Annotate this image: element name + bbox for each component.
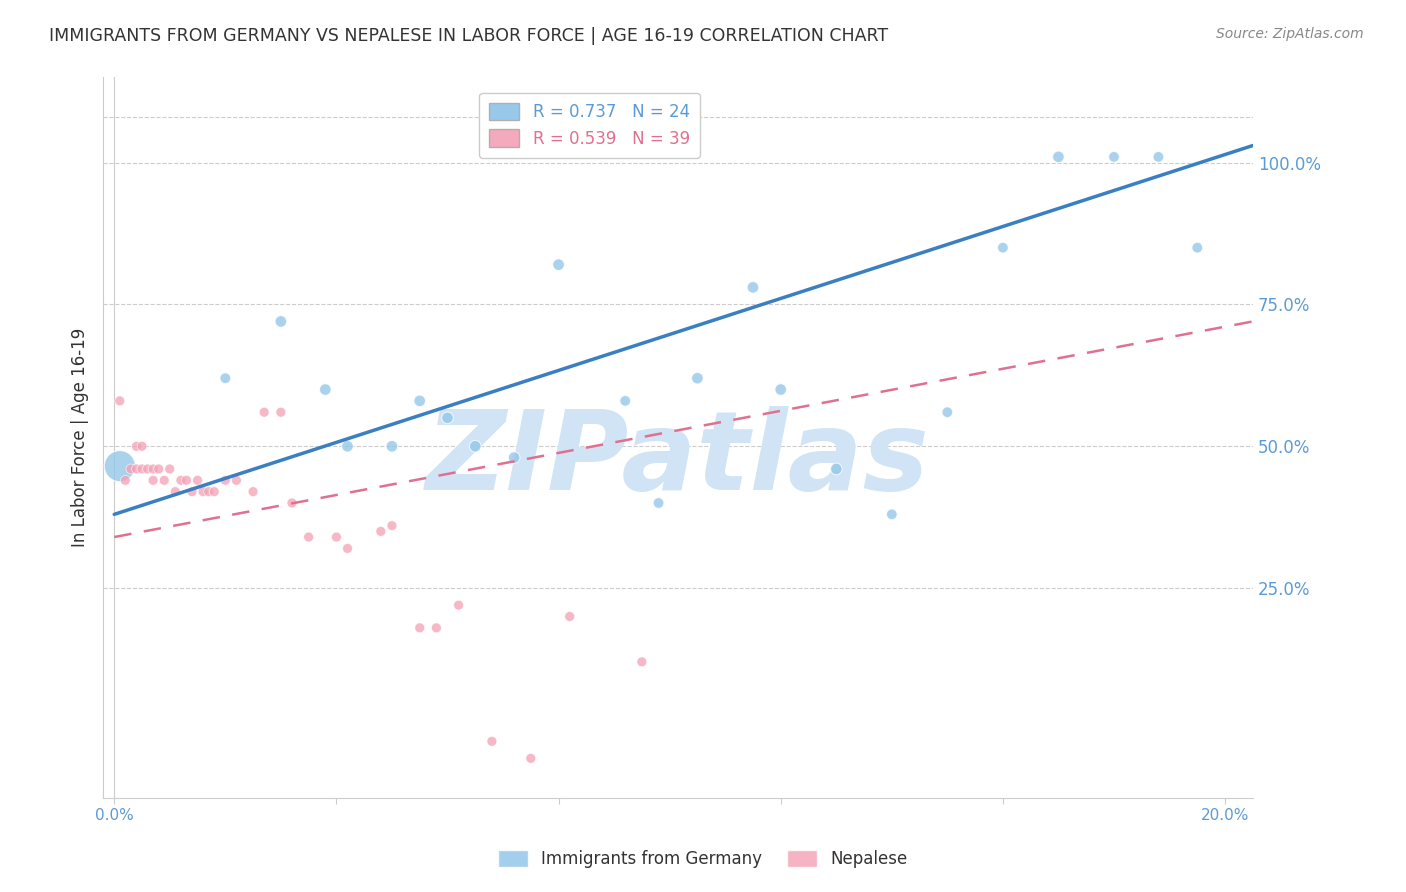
Point bbox=[108, 459, 131, 474]
Point bbox=[409, 621, 432, 635]
Point bbox=[197, 484, 219, 499]
Point bbox=[170, 473, 193, 487]
Point bbox=[120, 462, 142, 476]
Point bbox=[142, 473, 165, 487]
Point bbox=[880, 508, 903, 522]
Point bbox=[936, 405, 959, 419]
Point bbox=[153, 473, 176, 487]
Point bbox=[825, 462, 848, 476]
Point bbox=[520, 751, 543, 765]
Point bbox=[131, 439, 153, 453]
Point bbox=[370, 524, 392, 539]
Point bbox=[253, 405, 276, 419]
Point bbox=[336, 541, 359, 556]
Point bbox=[991, 241, 1014, 255]
Point bbox=[381, 518, 404, 533]
Point bbox=[131, 462, 153, 476]
Point bbox=[742, 280, 765, 294]
Point bbox=[108, 393, 131, 408]
Point bbox=[558, 609, 581, 624]
Point bbox=[464, 439, 486, 453]
Point bbox=[1047, 150, 1070, 164]
Point bbox=[270, 314, 292, 328]
Point bbox=[176, 473, 198, 487]
Point bbox=[136, 462, 159, 476]
Point bbox=[125, 462, 148, 476]
Point bbox=[1102, 150, 1125, 164]
Point bbox=[165, 484, 187, 499]
Point bbox=[425, 621, 447, 635]
Point bbox=[481, 734, 503, 748]
Point bbox=[436, 410, 458, 425]
Point bbox=[242, 484, 264, 499]
Point bbox=[447, 598, 470, 612]
Point bbox=[270, 405, 292, 419]
Point bbox=[181, 484, 204, 499]
Point bbox=[409, 393, 432, 408]
Point bbox=[187, 473, 209, 487]
Point bbox=[225, 473, 247, 487]
Point bbox=[769, 383, 792, 397]
Point bbox=[647, 496, 669, 510]
Point bbox=[214, 473, 236, 487]
Point bbox=[148, 462, 170, 476]
Point bbox=[503, 450, 526, 465]
Point bbox=[1187, 241, 1209, 255]
Point bbox=[202, 484, 225, 499]
Text: Source: ZipAtlas.com: Source: ZipAtlas.com bbox=[1216, 27, 1364, 41]
Point bbox=[159, 462, 181, 476]
Y-axis label: In Labor Force | Age 16-19: In Labor Force | Age 16-19 bbox=[72, 328, 89, 548]
Point bbox=[325, 530, 347, 544]
Point bbox=[125, 439, 148, 453]
Point bbox=[191, 484, 214, 499]
Point bbox=[298, 530, 321, 544]
Point bbox=[336, 439, 359, 453]
Point bbox=[281, 496, 304, 510]
Point bbox=[614, 393, 637, 408]
Text: ZIPatlas: ZIPatlas bbox=[426, 406, 929, 513]
Point bbox=[686, 371, 709, 385]
Point bbox=[631, 655, 654, 669]
Point bbox=[114, 473, 136, 487]
Point bbox=[381, 439, 404, 453]
Point bbox=[142, 462, 165, 476]
Point bbox=[314, 383, 336, 397]
Point bbox=[547, 258, 569, 272]
Point bbox=[1147, 150, 1170, 164]
Legend: R = 0.737   N = 24, R = 0.539   N = 39: R = 0.737 N = 24, R = 0.539 N = 39 bbox=[479, 93, 700, 158]
Text: IMMIGRANTS FROM GERMANY VS NEPALESE IN LABOR FORCE | AGE 16-19 CORRELATION CHART: IMMIGRANTS FROM GERMANY VS NEPALESE IN L… bbox=[49, 27, 889, 45]
Legend: Immigrants from Germany, Nepalese: Immigrants from Germany, Nepalese bbox=[491, 843, 915, 875]
Point bbox=[214, 371, 236, 385]
